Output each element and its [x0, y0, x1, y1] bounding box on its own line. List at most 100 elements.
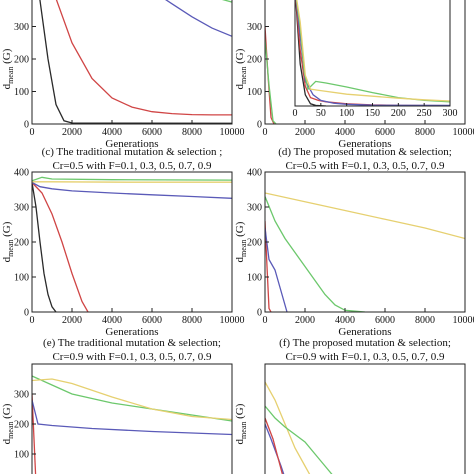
panel-a: 0 100 200 300 0 2000 4000 6000 8000 10000 Generati… — [1, 0, 245, 150]
y-tick-label-c: 0 — [24, 308, 29, 319]
y-tick-label-b: 200 — [247, 55, 262, 66]
series-line-e-1 — [32, 393, 37, 474]
plot-frame-e — [31, 363, 233, 474]
y-tick-label-c: 100 — [14, 273, 29, 284]
y-tick-label-a: 100 — [14, 87, 29, 98]
inset-x-tick-label: 250 — [417, 108, 432, 119]
y-axis-label-d: dmean (G) — [234, 221, 248, 262]
x-tick-label-d: 10000 — [453, 315, 474, 326]
x-tick-label-c: 0 — [30, 315, 35, 326]
inset-x-tick-label: 300 — [443, 108, 458, 119]
series-line-a-2 — [55, 0, 232, 116]
y-tick-label-d: 300 — [247, 203, 262, 214]
chart-title-d-line-1: (d) The proposed mutation & selection; — [278, 146, 452, 158]
x-tick-label-b: 2000 — [295, 127, 315, 138]
x-tick-label-d: 2000 — [295, 315, 315, 326]
plot-frame-d — [264, 171, 466, 313]
x-axis-label-b: Generations — [338, 138, 391, 150]
inset-x-tick-label: 0 — [293, 108, 298, 119]
y-tick-label-b: 0 — [257, 120, 262, 131]
x-tick-label-c: 2000 — [62, 315, 82, 326]
x-tick-label-b: 6000 — [375, 127, 395, 138]
chart-title-f-line-1: (f) The proposed mutation & selection; — [279, 337, 451, 349]
x-tick-label-c: 4000 — [102, 315, 122, 326]
y-axis-label-b: dmean (G) — [234, 48, 248, 89]
x-tick-label-d: 4000 — [335, 315, 355, 326]
series-line-e-2 — [32, 399, 232, 436]
inset-x-tick-label: 50 — [316, 108, 326, 119]
series-line-d-2 — [265, 227, 288, 312]
y-tick-label-a: 300 — [14, 22, 29, 33]
y-tick-label-d: 0 — [257, 308, 262, 319]
x-tick-label-d: 0 — [263, 315, 268, 326]
y-tick-label-d: 100 — [247, 273, 262, 284]
y-tick-label-c: 200 — [14, 238, 29, 249]
y-axis-label-a: dmean (G) — [1, 48, 15, 89]
x-tick-label-a: 8000 — [182, 127, 202, 138]
y-tick-label-c: 300 — [14, 203, 29, 214]
x-tick-label-c: 10000 — [220, 315, 245, 326]
inset-x-tick-label: 150 — [365, 108, 380, 119]
x-tick-label-c: 8000 — [182, 315, 202, 326]
x-tick-label-d: 6000 — [375, 315, 395, 326]
series-line-d-1 — [265, 220, 272, 312]
panel-b: 01002003000200040006000800010000Generati… — [234, 0, 474, 150]
series-line-e-3 — [32, 375, 232, 422]
series-line-b-2 — [265, 39, 277, 124]
x-tick-label-a: 0 — [30, 127, 35, 138]
series-line-a-3 — [165, 0, 232, 37]
inset-series-line-5 — [296, 0, 450, 102]
chart-title-c-line-2: Cr=0.5 with F=0.1, 0.3, 0.5, 0.7, 0.9 — [52, 160, 212, 172]
series-line-a-4 — [221, 0, 232, 3]
y-tick-label-d: 200 — [247, 238, 262, 249]
y-axis-label-f: dmean (G) — [234, 403, 248, 444]
series-line-d-4 — [265, 192, 465, 240]
y-axis-label-e: dmean (G) — [1, 403, 15, 444]
chart-title-c-line-1: (c) The traditional mutation & selection… — [42, 146, 223, 158]
series-line-f-2 — [265, 417, 284, 474]
series-line-f-4 — [265, 405, 333, 474]
x-tick-label-a: 6000 — [142, 127, 162, 138]
x-tick-label-b: 4000 — [335, 127, 355, 138]
x-tick-label-d: 8000 — [415, 315, 435, 326]
series-line-f-3 — [265, 381, 311, 474]
series-line-c-1 — [32, 182, 57, 312]
chart-title-f-line-2: Cr=0.9 with F=0.1, 0.3, 0.5, 0.7, 0.9 — [285, 351, 445, 363]
x-tick-label-b: 10000 — [453, 127, 474, 138]
inset-x-tick-label: 100 — [339, 108, 354, 119]
series-line-a-1 — [39, 0, 232, 124]
panel-d: 01002003004000200040006000800010000Gener… — [234, 146, 474, 338]
y-tick-label-a: 200 — [14, 55, 29, 66]
series-line-c-3 — [32, 181, 232, 199]
series-line-c-2 — [32, 182, 89, 312]
x-axis-label-c: Generations — [105, 326, 158, 338]
y-axis-label-c: dmean (G) — [1, 221, 15, 262]
plot-frame-a — [31, 0, 233, 125]
x-axis-label-a: Generations — [105, 138, 158, 150]
y-tick-label-e: 300 — [14, 390, 29, 401]
y-tick-label-b: 100 — [247, 87, 262, 98]
series-line-b-1 — [265, 26, 275, 124]
x-tick-label-c: 6000 — [142, 315, 162, 326]
chart-title-e-line-2: Cr=0.9 with F=0.1, 0.3, 0.5, 0.7, 0.9 — [52, 351, 212, 363]
x-tick-label-a: 10000 — [220, 127, 245, 138]
inset-x-tick-label: 200 — [391, 108, 406, 119]
chart-title-d-line-2: Cr=0.5 with F=0.1, 0.3, 0.5, 0.7, 0.9 — [285, 160, 445, 172]
inset-b: 0 50 100 150 200 250 300 — [293, 0, 458, 119]
series-line-e-4 — [32, 378, 232, 421]
plot-frame-f — [264, 363, 466, 474]
y-tick-label-d: 400 — [247, 168, 262, 179]
panel-e: 100 200 300 dmean (G) (e) The traditional mu… — [1, 337, 233, 474]
panel-f: dmean (G) (f) The proposed mutation & sel… — [234, 337, 466, 474]
x-tick-label-b: 0 — [263, 127, 268, 138]
series-line-d-3 — [265, 196, 366, 312]
x-tick-label-a: 4000 — [102, 127, 122, 138]
x-axis-label-d: Generations — [338, 326, 391, 338]
y-tick-label-a: 0 — [24, 120, 29, 131]
chart-title-e-line-1: (e) The traditional mutation & selection… — [43, 337, 221, 349]
y-tick-label-e: 200 — [14, 420, 29, 431]
x-tick-label-a: 2000 — [62, 127, 82, 138]
y-tick-label-c: 400 — [14, 168, 29, 179]
